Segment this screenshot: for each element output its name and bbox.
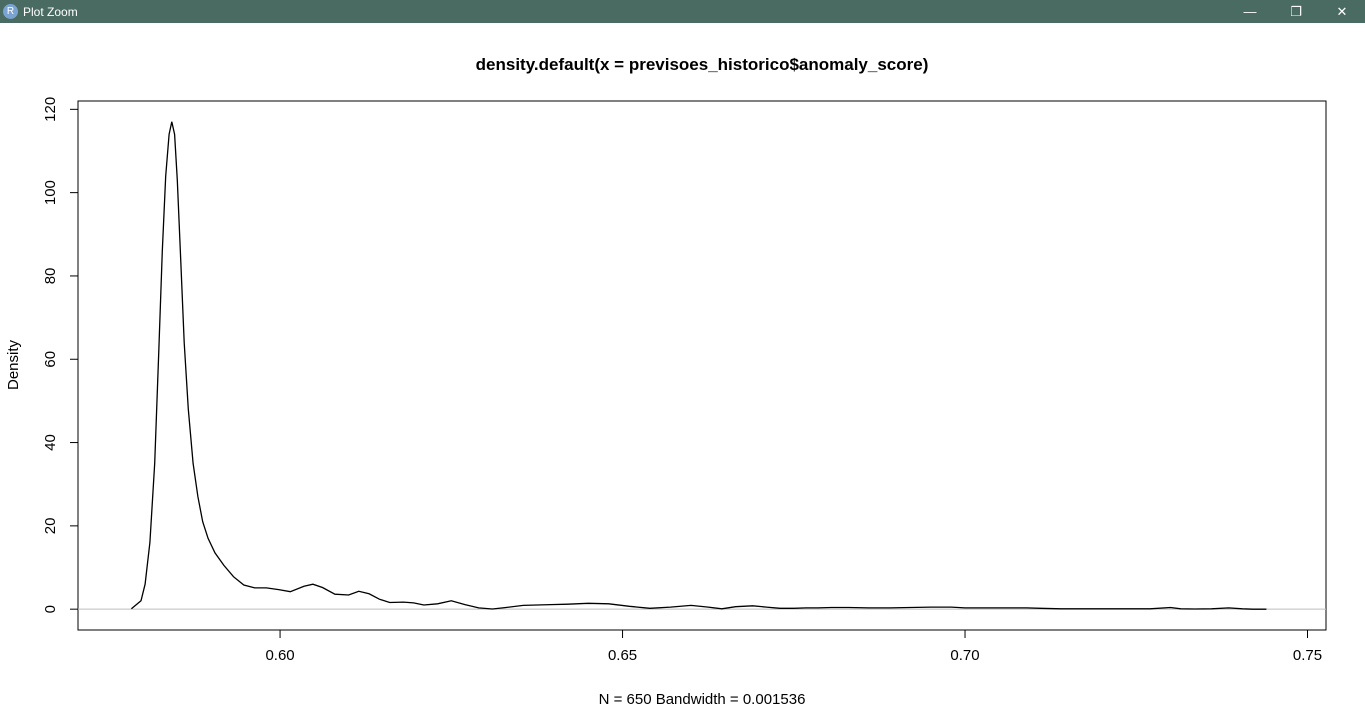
density-plot: density.default(x = previsoes_historico$… — [5, 55, 1327, 708]
maximize-button[interactable]: ❐ — [1290, 3, 1302, 19]
x-tick-label: 0.75 — [1293, 647, 1322, 664]
window-title: Plot Zoom — [23, 4, 78, 19]
y-tick-label: 80 — [42, 268, 59, 285]
y-tick-label: 120 — [42, 97, 59, 122]
y-tick-label: 40 — [42, 434, 59, 451]
app-icon-letter: R — [6, 5, 15, 17]
window-titlebar: R Plot Zoom — ❐ ✕ — [0, 0, 1365, 23]
x-axis: 0.60 0.65 0.70 0.75 — [265, 629, 1322, 664]
y-axis-label: Density — [5, 339, 22, 390]
minimize-button[interactable]: — — [1243, 4, 1257, 19]
x-tick-label: 0.65 — [608, 647, 637, 664]
density-line — [130, 121, 1267, 610]
chart-title: density.default(x = previsoes_historico$… — [476, 55, 929, 74]
y-tick-label: 0 — [42, 605, 59, 613]
plot-box — [77, 100, 1327, 631]
x-tick-label: 0.60 — [265, 647, 294, 664]
window-controls: — ❐ ✕ — [1227, 0, 1365, 23]
y-tick-label: 100 — [42, 180, 59, 205]
y-axis: 0 20 40 60 80 100 120 — [42, 97, 79, 613]
y-tick-label: 60 — [42, 351, 59, 368]
x-axis-label: N = 650 Bandwidth = 0.001536 — [599, 691, 806, 708]
x-tick-label: 0.70 — [950, 647, 979, 664]
r-app-icon: R — [3, 4, 18, 19]
y-tick-label: 20 — [42, 518, 59, 535]
close-button[interactable]: ✕ — [1336, 3, 1348, 19]
